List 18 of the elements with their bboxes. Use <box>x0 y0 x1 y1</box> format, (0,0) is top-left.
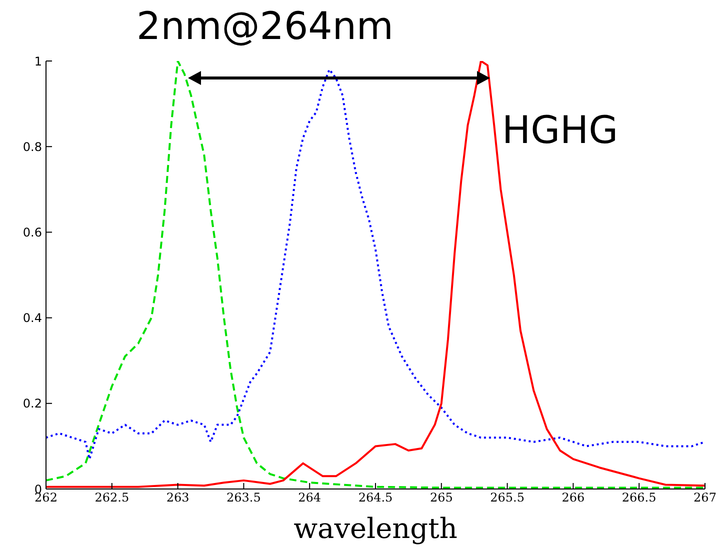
x-tick-label: 265 <box>430 490 453 505</box>
x-tick-label: 266.5 <box>622 490 656 505</box>
y-tick-label: 0.8 <box>22 140 42 154</box>
x-axis-title: wavelength <box>294 512 458 545</box>
x-tick-label: 267 <box>694 490 716 505</box>
y-tick-label: 1 <box>34 54 42 68</box>
x-tick-label: 263.5 <box>226 490 261 505</box>
chart-title: 2nm@264nm <box>136 4 394 48</box>
x-tick-label: 264.5 <box>358 490 393 505</box>
y-tick-label: 0.6 <box>22 225 42 240</box>
x-tick-label: 264 <box>298 490 322 505</box>
x-tick-label: 263 <box>166 490 190 505</box>
x-tick-label: 265.5 <box>490 490 524 505</box>
y-tick-label: 0.4 <box>22 311 42 326</box>
annotation: HGHG <box>502 108 618 152</box>
x-tick-label: 262.5 <box>94 490 130 505</box>
x-tick-label: 266 <box>562 490 585 505</box>
y-tick-label: 0.2 <box>22 396 42 411</box>
